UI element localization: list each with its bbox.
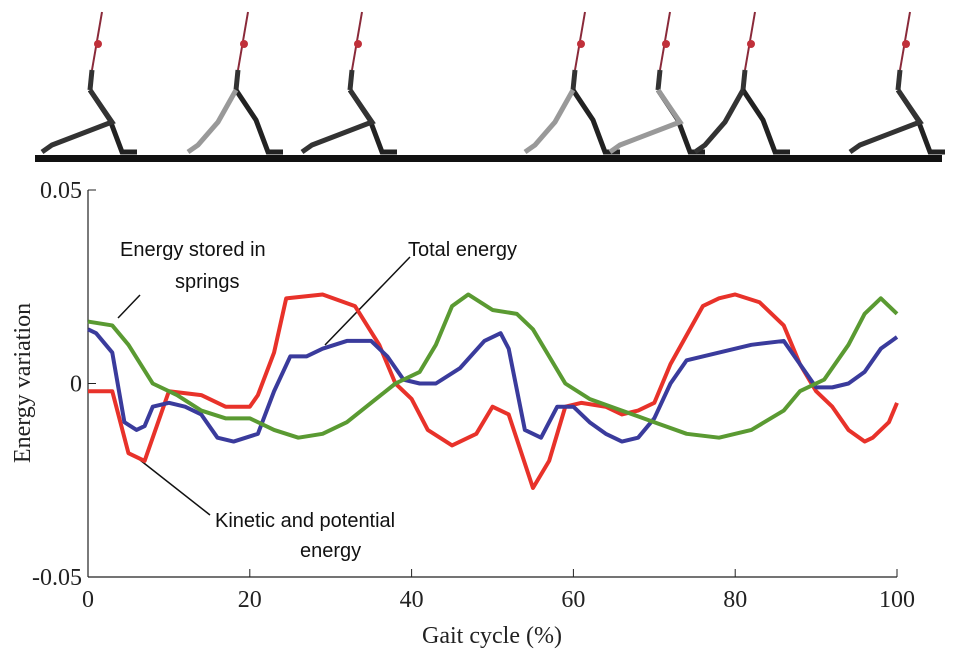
leader-line [139, 459, 211, 516]
leg [848, 88, 924, 155]
x-tick-label: 100 [879, 587, 915, 613]
annotation: Energy stored in [120, 239, 266, 261]
head [94, 40, 102, 48]
torso [570, 69, 578, 91]
head [577, 40, 585, 48]
line [88, 292, 899, 490]
walking-figures [40, 11, 945, 155]
y-axis-label: Energy variation [10, 303, 36, 463]
x-tick-label: 20 [238, 587, 262, 613]
y-tick-label: 0 [70, 372, 82, 398]
leg [300, 88, 376, 155]
leg [523, 88, 576, 155]
ground [35, 155, 942, 162]
line [87, 292, 899, 440]
leader-line [324, 256, 411, 346]
head [240, 40, 248, 48]
x-tick-label: 60 [561, 587, 585, 613]
annotation: springs [175, 271, 239, 293]
torso [655, 69, 663, 91]
torso [895, 69, 903, 91]
x-tick-label: 0 [82, 587, 94, 613]
torso [233, 69, 241, 91]
leg [570, 88, 620, 155]
y-tick-label: 0.05 [40, 178, 82, 204]
head [662, 40, 670, 48]
leg [693, 88, 746, 155]
x-tick-label: 80 [723, 587, 747, 613]
leg [40, 88, 116, 155]
leg [608, 88, 684, 155]
torso [87, 69, 95, 91]
head [902, 40, 910, 48]
y-tick-label: -0.05 [32, 565, 82, 591]
head [354, 40, 362, 48]
annotation: energy [300, 540, 361, 562]
leader-line [117, 294, 141, 319]
leg [186, 88, 239, 155]
line [87, 327, 899, 444]
x-axis-label: Gait cycle (%) [422, 623, 562, 649]
torso [347, 69, 355, 91]
leg [233, 88, 283, 155]
torso [740, 69, 748, 91]
leg [740, 88, 790, 155]
annotation: Kinetic and potential [215, 510, 395, 532]
annotation: Total energy [408, 239, 517, 261]
head [747, 40, 755, 48]
x-tick-label: 40 [400, 587, 424, 613]
